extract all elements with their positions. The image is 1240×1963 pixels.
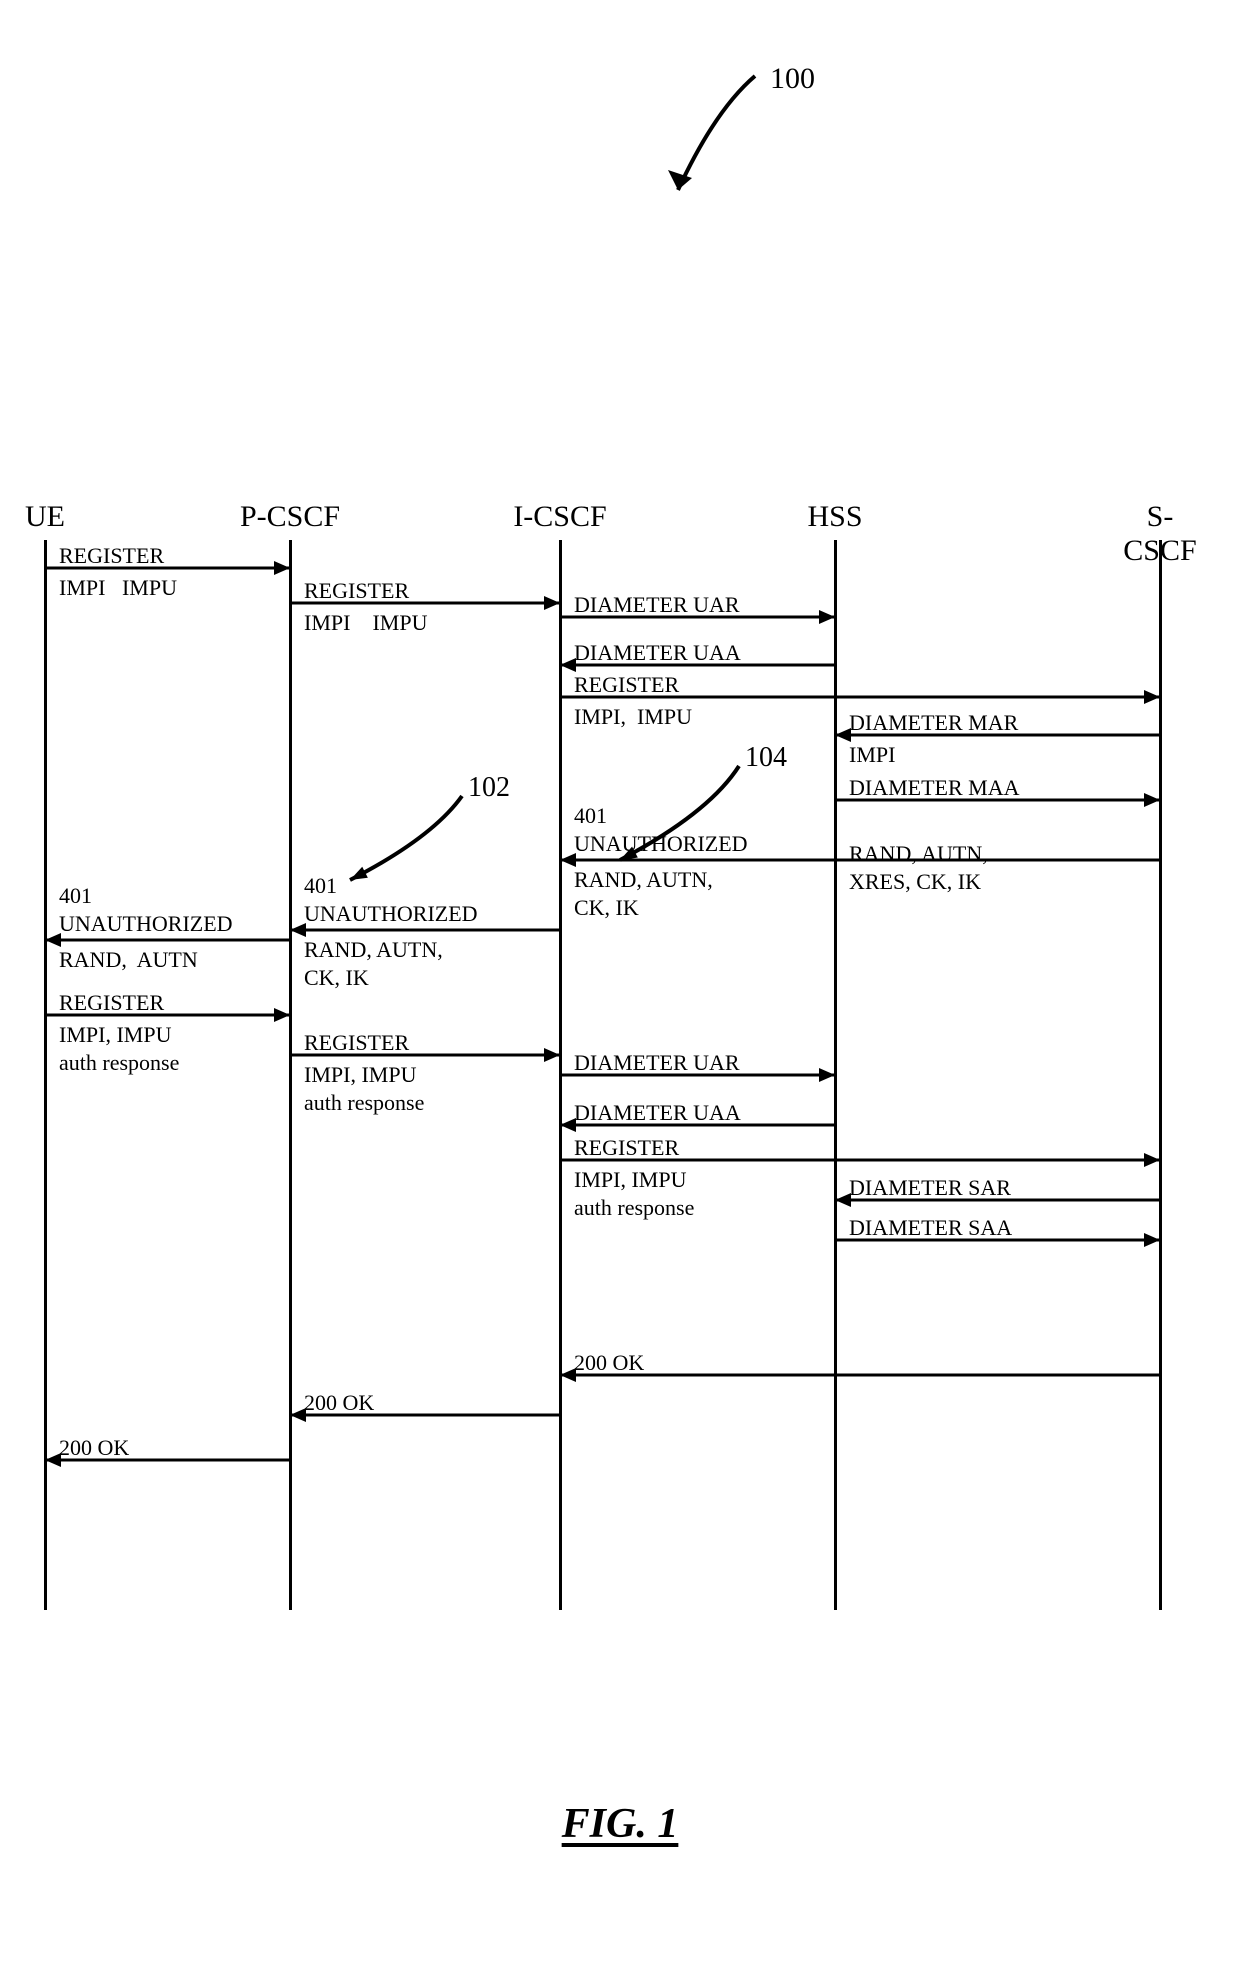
actor-ue: UE [25, 500, 65, 534]
message-label-12: DIAMETER UAR [574, 1049, 740, 1077]
message-label-14: REGISTER [574, 1134, 679, 1162]
message-label-11: REGISTER [304, 1029, 409, 1057]
figure-caption: FIG. 1 [562, 1800, 679, 1848]
message-params-4: IMPI, IMPU [574, 703, 692, 731]
sequence-diagram: 100 UEP-CSCFI-CSCFHSSS-CSCF REGISTERIMPI… [0, 0, 1240, 1963]
message-label-17: 200 OK [574, 1349, 644, 1377]
message-label-3: DIAMETER UAA [574, 639, 741, 667]
message-label-15: DIAMETER SAR [849, 1174, 1011, 1202]
message-label-0: REGISTER [59, 542, 164, 570]
message-label-5: DIAMETER MAR [849, 709, 1018, 737]
actor-hss: HSS [807, 500, 862, 534]
message-label-13: DIAMETER UAA [574, 1099, 741, 1127]
message-params-11: IMPI, IMPU auth response [304, 1061, 424, 1116]
actor-pcscf: P-CSCF [240, 500, 340, 534]
message-label-4: REGISTER [574, 671, 679, 699]
message-params-1: IMPI IMPU [304, 609, 427, 637]
message-extra-7: RAND, AUTN, XRES, CK, IK [849, 840, 988, 895]
message-label-2: DIAMETER UAR [574, 591, 740, 619]
message-arrow-17 [560, 1365, 1160, 1385]
message-label-9: 401 UNAUTHORIZED [59, 882, 233, 937]
figure-ref-label: 100 [770, 60, 815, 98]
message-label-18: 200 OK [304, 1389, 374, 1417]
message-params-9: RAND, AUTN [59, 946, 198, 974]
message-params-14: IMPI, IMPU auth response [574, 1166, 694, 1221]
message-label-1: REGISTER [304, 577, 409, 605]
message-label-19: 200 OK [59, 1434, 129, 1462]
actor-icscf: I-CSCF [513, 500, 606, 534]
message-label-16: DIAMETER SAA [849, 1214, 1012, 1242]
message-label-10: REGISTER [59, 989, 164, 1017]
callout-arrow-c102 [340, 786, 492, 910]
message-params-8: RAND, AUTN, CK, IK [304, 936, 443, 991]
callout-arrow-c104 [610, 756, 769, 890]
message-label-6: DIAMETER MAA [849, 774, 1020, 802]
figure-ref-arrow [660, 70, 760, 210]
message-params-5: IMPI [849, 741, 895, 769]
message-params-0: IMPI IMPU [59, 574, 177, 602]
message-params-10: IMPI, IMPU auth response [59, 1021, 179, 1076]
